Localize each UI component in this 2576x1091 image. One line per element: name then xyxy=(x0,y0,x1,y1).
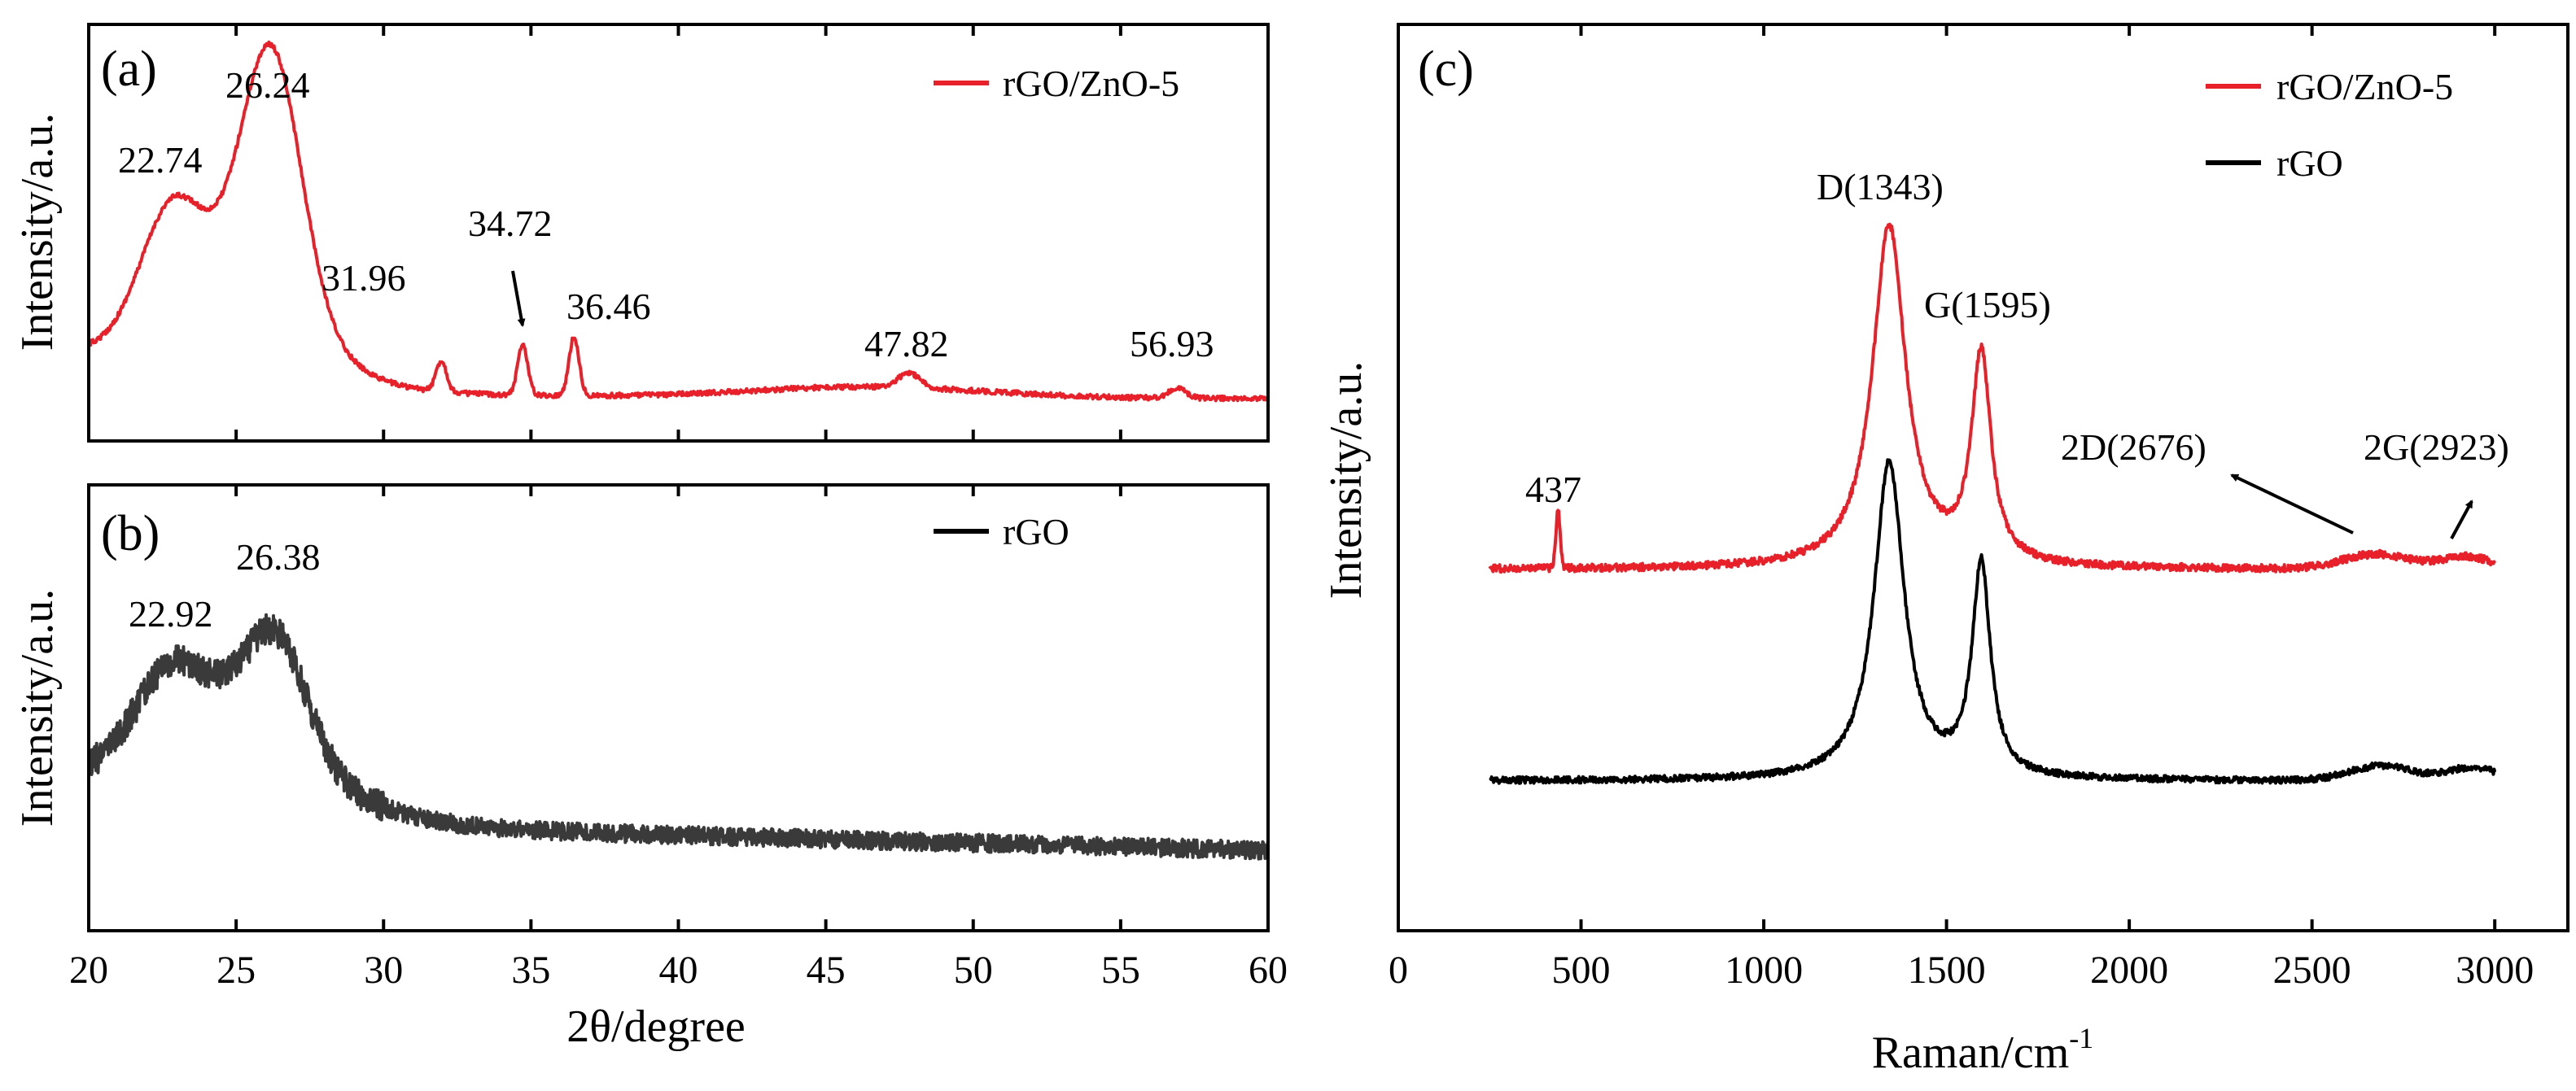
series-line-rgo-zno-5-xrd xyxy=(87,40,1270,403)
peak-label-34-72: 34.72 xyxy=(468,203,553,244)
peak-label-2g-2923: 2G(2923) xyxy=(2364,426,2509,468)
peak-label-2d-2676: 2D(2676) xyxy=(2061,426,2206,468)
panel-label-a: (a) xyxy=(101,41,157,97)
x-tick-label: 500 xyxy=(1552,949,1611,992)
x-tick-label: 60 xyxy=(1249,949,1288,992)
legend-label-b: rGO xyxy=(1003,511,1069,552)
x-tick-label: 2000 xyxy=(2090,949,2168,992)
x-tick-label: 25 xyxy=(216,949,256,992)
peak-label-22-74: 22.74 xyxy=(118,139,203,181)
series-line-rgo-xrd xyxy=(87,613,1270,861)
peak-label-47-82: 47.82 xyxy=(864,323,949,364)
y-axis-label-b: Intensity/a.u. xyxy=(12,589,63,827)
x-tick-label: 2500 xyxy=(2273,949,2351,992)
legend-label-a: rGO/ZnO-5 xyxy=(1003,63,1179,104)
x-tick-label: 1000 xyxy=(1725,949,1803,992)
panel-a: (a) Intensity/a.u. rGO/ZnO-5 22.74 26.24… xyxy=(12,23,1270,443)
x-tick-label: 30 xyxy=(364,949,403,992)
arrow-2d-2676 xyxy=(2230,473,2354,535)
legend-c: rGO/ZnO-5 rGO xyxy=(2206,66,2453,184)
x-tick-label: 3000 xyxy=(2456,949,2534,992)
x-axis-label-c: Raman/cm-1 xyxy=(1872,1022,2094,1078)
x-tick-label: 0 xyxy=(1389,949,1408,992)
panel-label-b: (b) xyxy=(101,506,160,561)
x-tick-label: 1500 xyxy=(1908,949,1986,992)
legend-label-c-1: rGO/ZnO-5 xyxy=(2276,66,2453,107)
x-tick-label: 20 xyxy=(69,949,108,992)
peak-label-26-24: 26.24 xyxy=(225,64,310,106)
x-tick-label: 50 xyxy=(954,949,993,992)
x-ticks-b: 20 25 30 35 40 45 50 55 60 xyxy=(69,485,1288,992)
panel-b: 20 25 30 35 40 45 50 55 60 (b) Intensity/a.u. rG… xyxy=(12,483,1288,1052)
x-axis-label-c-main: Raman/cm xyxy=(1872,1028,2070,1078)
peak-label-g-1595: G(1595) xyxy=(1924,284,2051,325)
series-line-rgo-zno-5-raman xyxy=(1488,222,2496,574)
x-tick-label: 45 xyxy=(807,949,846,992)
x-tick-label: 55 xyxy=(1101,949,1140,992)
panel-c: 0 500 1000 1500 2000 2500 3000 (c) Intensity/a… xyxy=(1321,23,2569,1078)
x-tick-label: 35 xyxy=(511,949,550,992)
peak-label-56-93: 56.93 xyxy=(1130,323,1214,364)
arrow-34-72 xyxy=(511,270,526,327)
peak-label-31-96: 31.96 xyxy=(321,257,406,299)
x-axis-label-b: 2θ/degree xyxy=(566,1002,746,1052)
peak-label-26-38: 26.38 xyxy=(236,536,321,578)
legend-a: rGO/ZnO-5 xyxy=(934,63,1179,104)
panel-label-c: (c) xyxy=(1418,41,1474,97)
x-tick-label: 40 xyxy=(659,949,698,992)
series-line-rgo-raman xyxy=(1489,458,2497,785)
legend-label-c-2: rGO xyxy=(2276,142,2343,184)
peak-label-d-1343: D(1343) xyxy=(1817,166,1944,207)
x-axis-label-c-sup: -1 xyxy=(2069,1022,2093,1054)
arrow-2g-2923 xyxy=(2450,500,2473,539)
y-axis-label-c: Intensity/a.u. xyxy=(1321,361,1371,599)
plot-frame-c xyxy=(1397,23,2569,932)
x-ticks-c: 0 500 1000 1500 2000 2500 3000 xyxy=(1389,24,2534,992)
y-axis-label-a: Intensity/a.u. xyxy=(12,113,63,351)
x-ticks-a xyxy=(87,24,1270,441)
peak-label-437: 437 xyxy=(1525,469,1581,510)
legend-b: rGO xyxy=(934,511,1069,552)
peak-label-36-46: 36.46 xyxy=(566,286,651,327)
peak-label-22-92: 22.92 xyxy=(129,593,213,635)
